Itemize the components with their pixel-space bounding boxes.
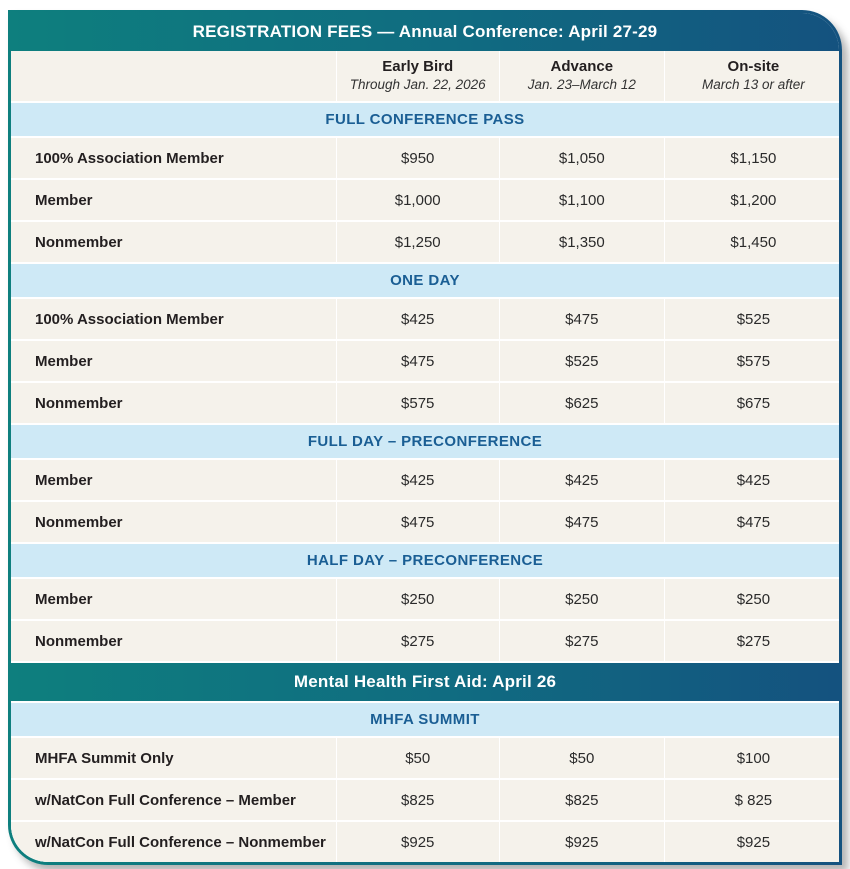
fee-row: w/NatCon Full Conference – Nonmember $92… bbox=[11, 822, 839, 862]
section-title: FULL DAY – PRECONFERENCE bbox=[307, 433, 543, 450]
fee-value-early-bird: $50 bbox=[336, 738, 499, 778]
early-bird-title: Early Bird bbox=[382, 58, 454, 76]
section-title: MHFA SUMMIT bbox=[370, 711, 480, 728]
fee-value-advance: $50 bbox=[499, 738, 664, 778]
column-header-row: Early Bird Through Jan. 22, 2026 Advance… bbox=[11, 51, 839, 101]
fee-value-advance: $625 bbox=[499, 383, 664, 423]
row-label: Nonmember bbox=[11, 502, 336, 542]
fee-value-advance: $250 bbox=[499, 579, 664, 619]
fee-value-advance: $1,100 bbox=[499, 180, 664, 220]
section-header-half-day-preconference: HALF DAY – PRECONFERENCE bbox=[11, 544, 839, 577]
section-header-one-day: ONE DAY bbox=[11, 264, 839, 297]
registration-fees-card: REGISTRATION FEES — Annual Conference: A… bbox=[8, 10, 842, 865]
fee-row: 100% Association Member $425 $475 $525 bbox=[11, 299, 839, 339]
fee-value-advance: $475 bbox=[499, 502, 664, 542]
fee-value-early-bird: $275 bbox=[336, 621, 499, 661]
fee-value-onsite: $575 bbox=[664, 341, 839, 381]
fee-value-early-bird: $950 bbox=[336, 138, 499, 178]
fee-value-early-bird: $575 bbox=[336, 383, 499, 423]
fee-value-early-bird: $250 bbox=[336, 579, 499, 619]
section-header-mhfa-summit: MHFA SUMMIT bbox=[11, 703, 839, 736]
fee-value-early-bird: $475 bbox=[336, 502, 499, 542]
fee-value-advance: $475 bbox=[499, 299, 664, 339]
fee-value-onsite: $275 bbox=[664, 621, 839, 661]
fee-value-onsite: $525 bbox=[664, 299, 839, 339]
mhfa-header-banner: Mental Health First Aid: April 26 bbox=[11, 663, 839, 701]
fee-value-early-bird: $925 bbox=[336, 822, 499, 862]
row-label: Member bbox=[11, 180, 336, 220]
row-label: Member bbox=[11, 341, 336, 381]
row-label: Member bbox=[11, 460, 336, 500]
onsite-title: On-site bbox=[727, 58, 780, 76]
fee-row: Member $425 $425 $425 bbox=[11, 460, 839, 500]
fee-value-onsite: $475 bbox=[664, 502, 839, 542]
fee-value-advance: $525 bbox=[499, 341, 664, 381]
section-header-full-conference-pass: FULL CONFERENCE PASS bbox=[11, 103, 839, 136]
row-label: 100% Association Member bbox=[11, 138, 336, 178]
fee-row: Nonmember $1,250 $1,350 $1,450 bbox=[11, 222, 839, 262]
advance-title: Advance bbox=[550, 58, 614, 76]
fee-value-advance: $1,350 bbox=[499, 222, 664, 262]
mhfa-header-title: Mental Health First Aid: April 26 bbox=[293, 672, 557, 691]
fee-value-advance: $1,050 bbox=[499, 138, 664, 178]
fee-value-early-bird: $425 bbox=[336, 299, 499, 339]
section-title: ONE DAY bbox=[390, 272, 460, 289]
fee-row: Member $1,000 $1,100 $1,200 bbox=[11, 180, 839, 220]
column-header-spacer bbox=[11, 51, 336, 101]
fee-value-onsite: $1,450 bbox=[664, 222, 839, 262]
column-header-early-bird: Early Bird Through Jan. 22, 2026 bbox=[336, 51, 499, 101]
conference-header-title: REGISTRATION FEES — Annual Conference: A… bbox=[192, 22, 658, 41]
row-label: Nonmember bbox=[11, 621, 336, 661]
column-header-onsite: On-site March 13 or after bbox=[664, 51, 839, 101]
fee-value-onsite: $1,150 bbox=[664, 138, 839, 178]
fee-value-onsite: $675 bbox=[664, 383, 839, 423]
section-title: HALF DAY – PRECONFERENCE bbox=[306, 552, 544, 569]
fee-row: 100% Association Member $950 $1,050 $1,1… bbox=[11, 138, 839, 178]
fee-value-early-bird: $475 bbox=[336, 341, 499, 381]
row-label: MHFA Summit Only bbox=[11, 738, 336, 778]
row-label: Member bbox=[11, 579, 336, 619]
fee-value-onsite: $250 bbox=[664, 579, 839, 619]
fee-row: Member $475 $525 $575 bbox=[11, 341, 839, 381]
fee-value-onsite: $100 bbox=[664, 738, 839, 778]
fee-row: MHFA Summit Only $50 $50 $100 bbox=[11, 738, 839, 778]
fee-value-advance: $425 bbox=[499, 460, 664, 500]
advance-subtitle: Jan. 23–March 12 bbox=[527, 76, 636, 92]
row-label: 100% Association Member bbox=[11, 299, 336, 339]
column-header-advance: Advance Jan. 23–March 12 bbox=[499, 51, 664, 101]
section-header-full-day-preconference: FULL DAY – PRECONFERENCE bbox=[11, 425, 839, 458]
onsite-subtitle: March 13 or after bbox=[701, 76, 805, 92]
fee-row: w/NatCon Full Conference – Member $825 $… bbox=[11, 780, 839, 820]
fee-row: Nonmember $275 $275 $275 bbox=[11, 621, 839, 661]
fee-value-onsite: $1,200 bbox=[664, 180, 839, 220]
row-label: Nonmember bbox=[11, 383, 336, 423]
row-label: Nonmember bbox=[11, 222, 336, 262]
fee-value-advance: $275 bbox=[499, 621, 664, 661]
fee-value-onsite: $925 bbox=[664, 822, 839, 862]
fee-value-early-bird: $1,250 bbox=[336, 222, 499, 262]
fee-value-early-bird: $425 bbox=[336, 460, 499, 500]
fee-row: Nonmember $575 $625 $675 bbox=[11, 383, 839, 423]
fee-row: Nonmember $475 $475 $475 bbox=[11, 502, 839, 542]
early-bird-subtitle: Through Jan. 22, 2026 bbox=[349, 76, 486, 92]
fee-value-onsite: $ 825 bbox=[664, 780, 839, 820]
fees-table: REGISTRATION FEES — Annual Conference: A… bbox=[11, 13, 839, 862]
conference-header-banner: REGISTRATION FEES — Annual Conference: A… bbox=[11, 13, 839, 51]
fee-value-advance: $825 bbox=[499, 780, 664, 820]
fee-value-early-bird: $1,000 bbox=[336, 180, 499, 220]
fee-row: Member $250 $250 $250 bbox=[11, 579, 839, 619]
fee-value-advance: $925 bbox=[499, 822, 664, 862]
fee-value-onsite: $425 bbox=[664, 460, 839, 500]
row-label: w/NatCon Full Conference – Member bbox=[11, 780, 336, 820]
fee-value-early-bird: $825 bbox=[336, 780, 499, 820]
section-title: FULL CONFERENCE PASS bbox=[325, 111, 525, 128]
row-label: w/NatCon Full Conference – Nonmember bbox=[11, 822, 336, 862]
